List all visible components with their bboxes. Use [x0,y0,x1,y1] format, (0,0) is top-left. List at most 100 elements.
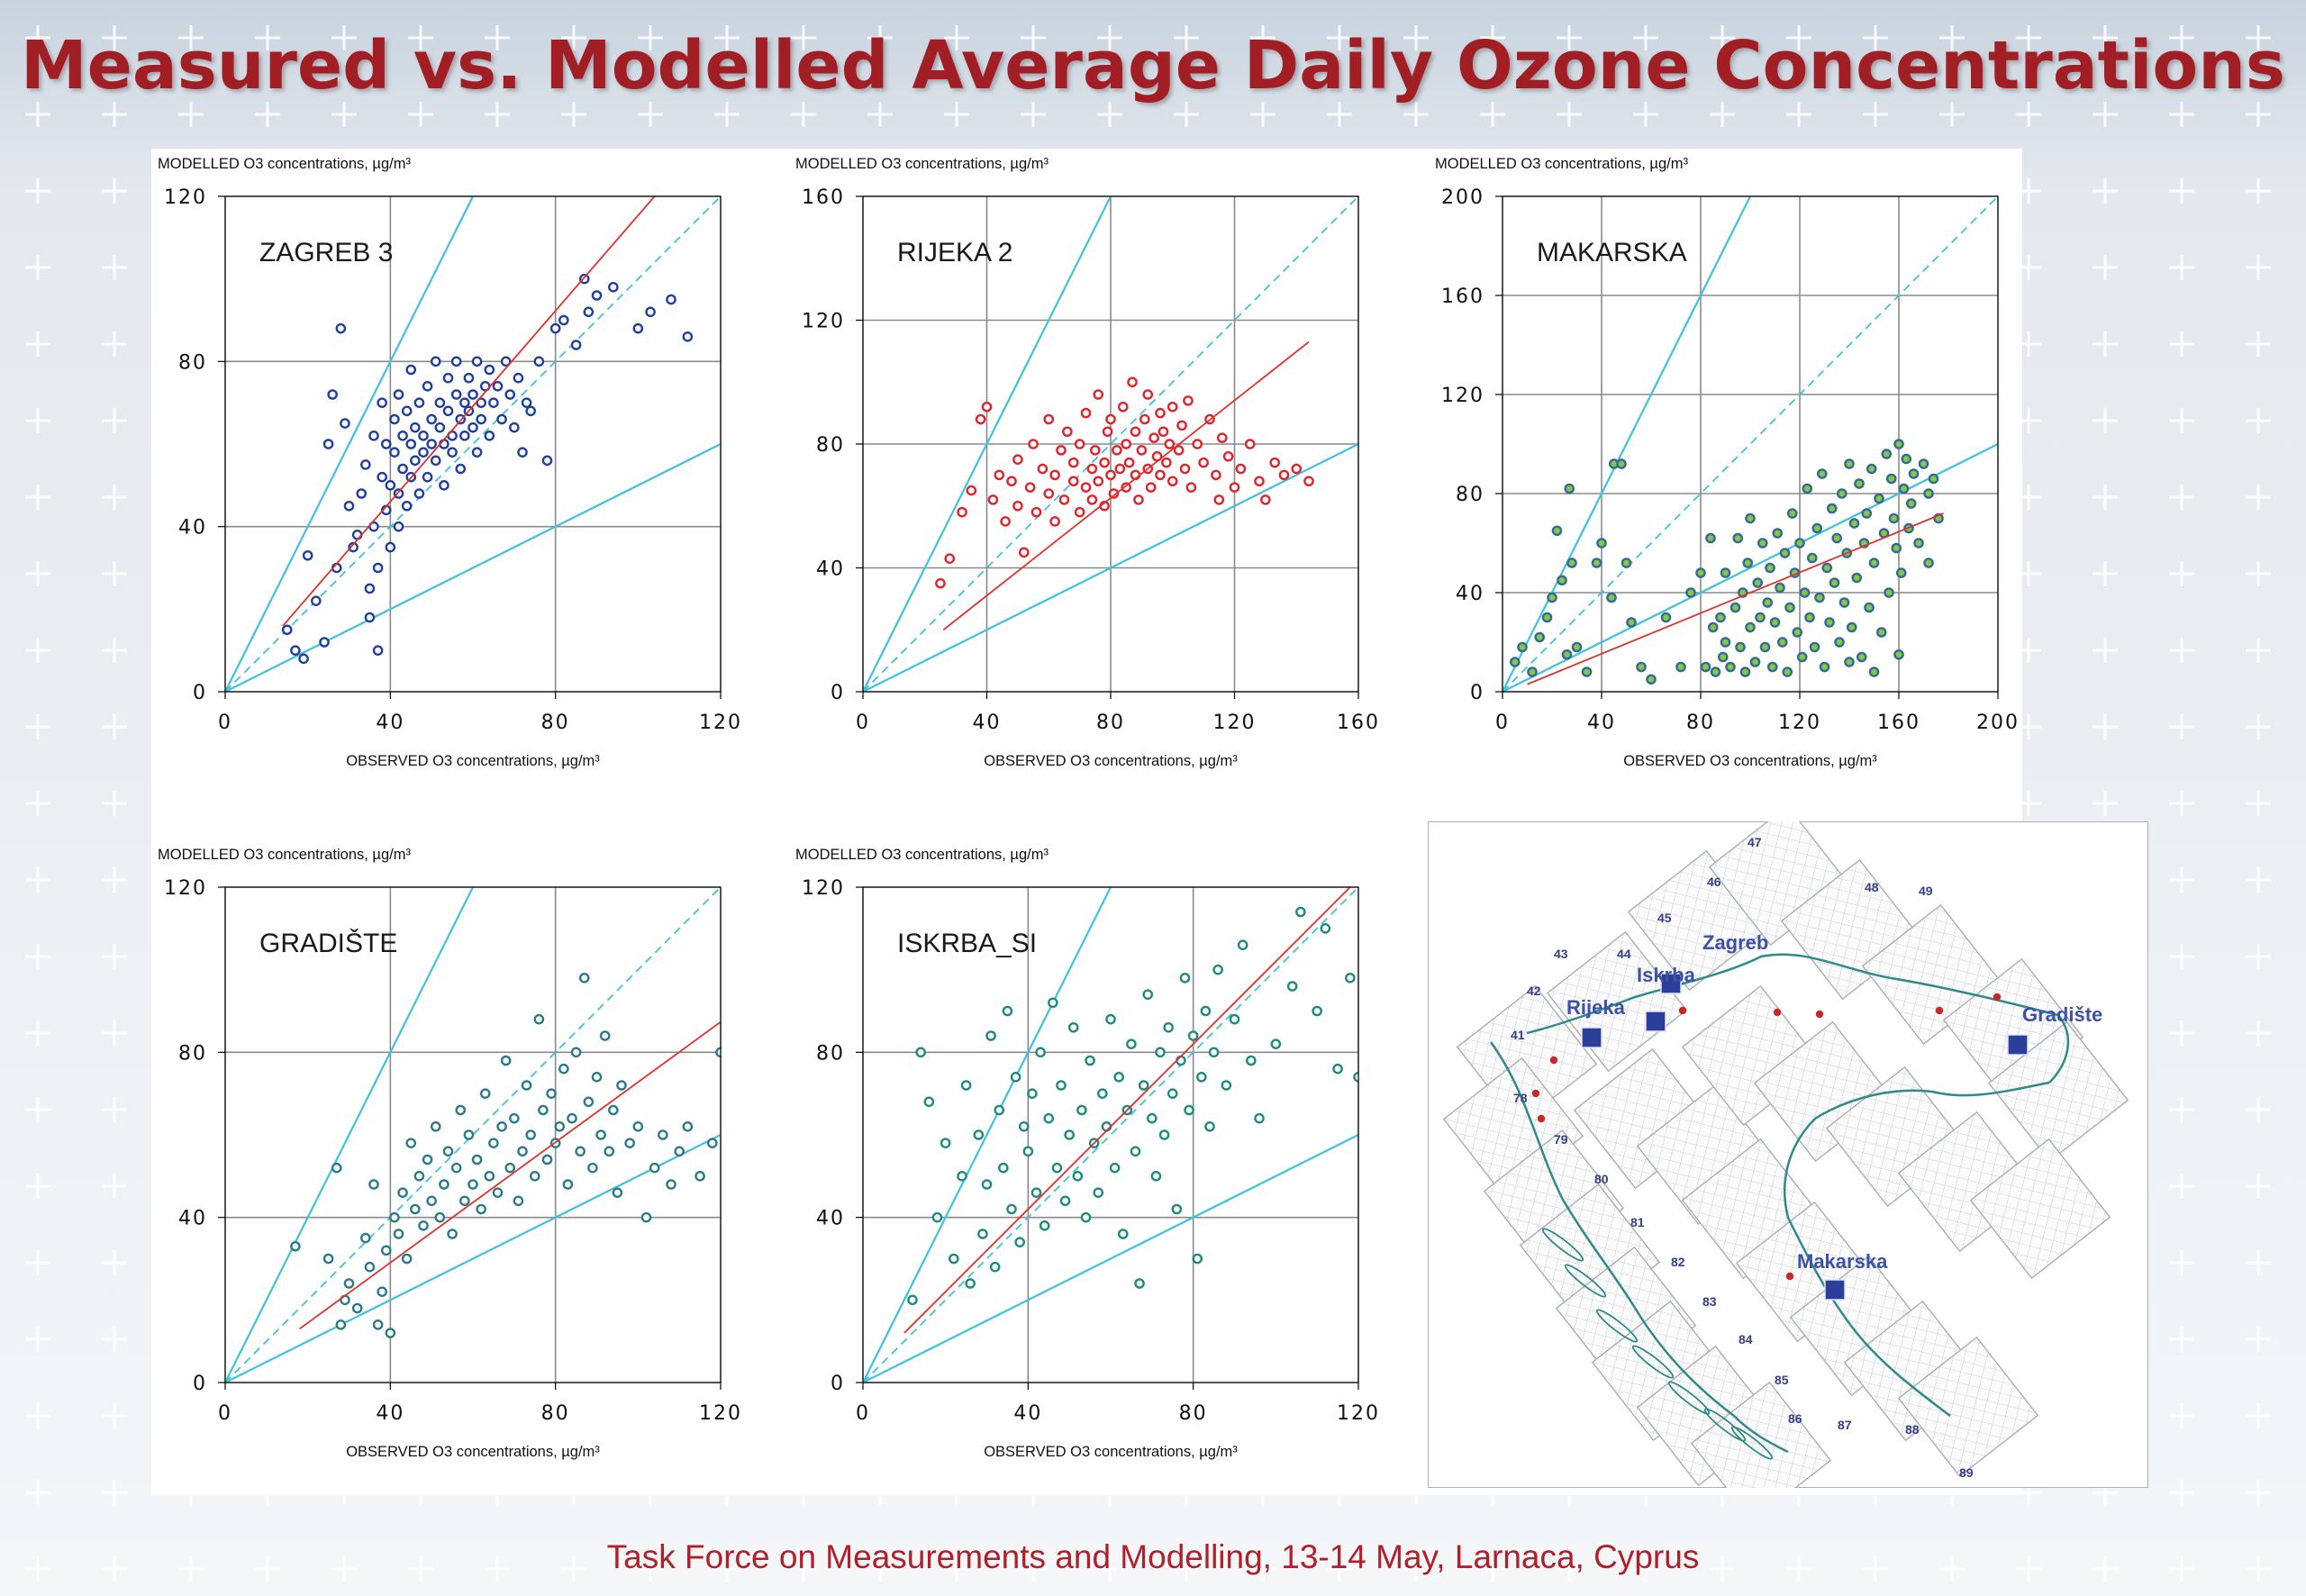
data-point [987,494,999,505]
data-point [348,541,359,553]
data-point [1856,651,1867,663]
data-point [682,331,694,342]
data-point [940,1138,951,1148]
data-point [957,506,967,518]
one-to-one-line [225,887,721,1383]
x-axis-label: OBSERVED O3 concentrations, µg/m³ [346,1444,600,1460]
data-point [682,1121,694,1132]
data-point [1581,667,1593,677]
regression-line [942,340,1310,630]
data-point [1028,439,1039,449]
y-tick-label: 40 [816,558,845,581]
scatter-plot: 0 40 80 120 0 40 80 120 GRADIŠTE MODELLED O3 conc… [158,847,745,1460]
data-point [1811,522,1823,534]
data-point [1074,439,1085,449]
data-point [1745,512,1756,524]
data-point [492,381,504,392]
data-point [1179,973,1191,984]
data-point [1196,1072,1207,1083]
data-point [1742,558,1754,568]
data-point [1291,463,1303,475]
data-point [1893,439,1904,449]
data-point [434,422,446,433]
x-axis-label: OBSERVED O3 concentrations, µg/m³ [346,753,600,769]
data-point [1167,1088,1178,1099]
data-point [562,1179,574,1190]
data-point [533,356,545,367]
regression-line [1527,512,1944,685]
data-point [1164,439,1176,449]
one-to-one-line [863,887,1358,1383]
data-point [1260,494,1271,505]
data-point [737,1130,745,1138]
data-point [1898,483,1910,494]
data-point [1566,558,1577,568]
data-point [1105,413,1116,425]
data-point [504,389,516,400]
data-point [351,1302,363,1314]
y-tick-label: 0 [1470,682,1484,704]
data-point [1123,457,1135,468]
factor-2-lower-line [225,442,721,692]
city-marker [1645,1011,1666,1032]
data-point [1085,1055,1095,1066]
data-point [1551,525,1563,537]
x-tick-label: 120 [1213,712,1257,734]
data-point [1804,612,1815,623]
data-point [442,372,454,384]
data-point [1547,592,1557,603]
data-point [1192,439,1203,449]
data-point [1221,1080,1232,1091]
data-point [1834,637,1845,648]
data-point [422,381,433,392]
x-tick-label: 120 [1778,712,1821,734]
grid-number: 82 [1671,1255,1685,1269]
grid-number: 89 [1959,1465,1974,1480]
y-tick-label: 40 [816,1208,845,1230]
one-to-one-line [1503,196,1998,692]
data-point [1923,488,1934,499]
data-point [1779,548,1791,558]
data-point [1229,1013,1240,1025]
city-marker [1824,1279,1846,1301]
data-point [331,1162,342,1174]
grid-number: 41 [1511,1028,1525,1042]
data-point [1893,648,1904,660]
data-point [1561,648,1573,660]
data-point [725,1156,733,1164]
data-point [1171,1203,1183,1215]
island [1564,1264,1607,1298]
island [1595,1309,1639,1343]
data-point [1895,567,1907,578]
y-axis-label: MODELLED O3 concentrations, µg/m³ [1435,156,1688,172]
y-tick-label: 200 [1441,186,1484,209]
data-point [541,1154,553,1165]
data-point [488,1138,499,1148]
data-point [1167,401,1178,413]
data-point [546,1088,557,1099]
data-point [1067,476,1079,487]
data-point [471,447,483,458]
data-point [538,1104,549,1116]
data-point [1851,572,1863,584]
data-point [1167,476,1178,487]
data-point [944,553,956,564]
data-point [1775,582,1785,594]
data-point [1864,602,1875,613]
city-marker [2007,1034,2029,1056]
data-point [513,1195,524,1207]
data-point [1080,482,1092,493]
data-point [434,1211,446,1223]
city-label: Iskrba [1637,964,1696,986]
one-to-one-line [225,196,721,692]
data-point [1749,657,1761,667]
data-point [1109,1162,1121,1174]
data-point [311,595,322,606]
data-point [575,1146,586,1157]
data-point [1086,494,1098,505]
data-point [521,397,532,408]
data-point [591,1072,603,1083]
data-point [1097,1088,1108,1099]
data-point [500,1055,512,1066]
x-tick-label: 40 [1013,1402,1042,1425]
